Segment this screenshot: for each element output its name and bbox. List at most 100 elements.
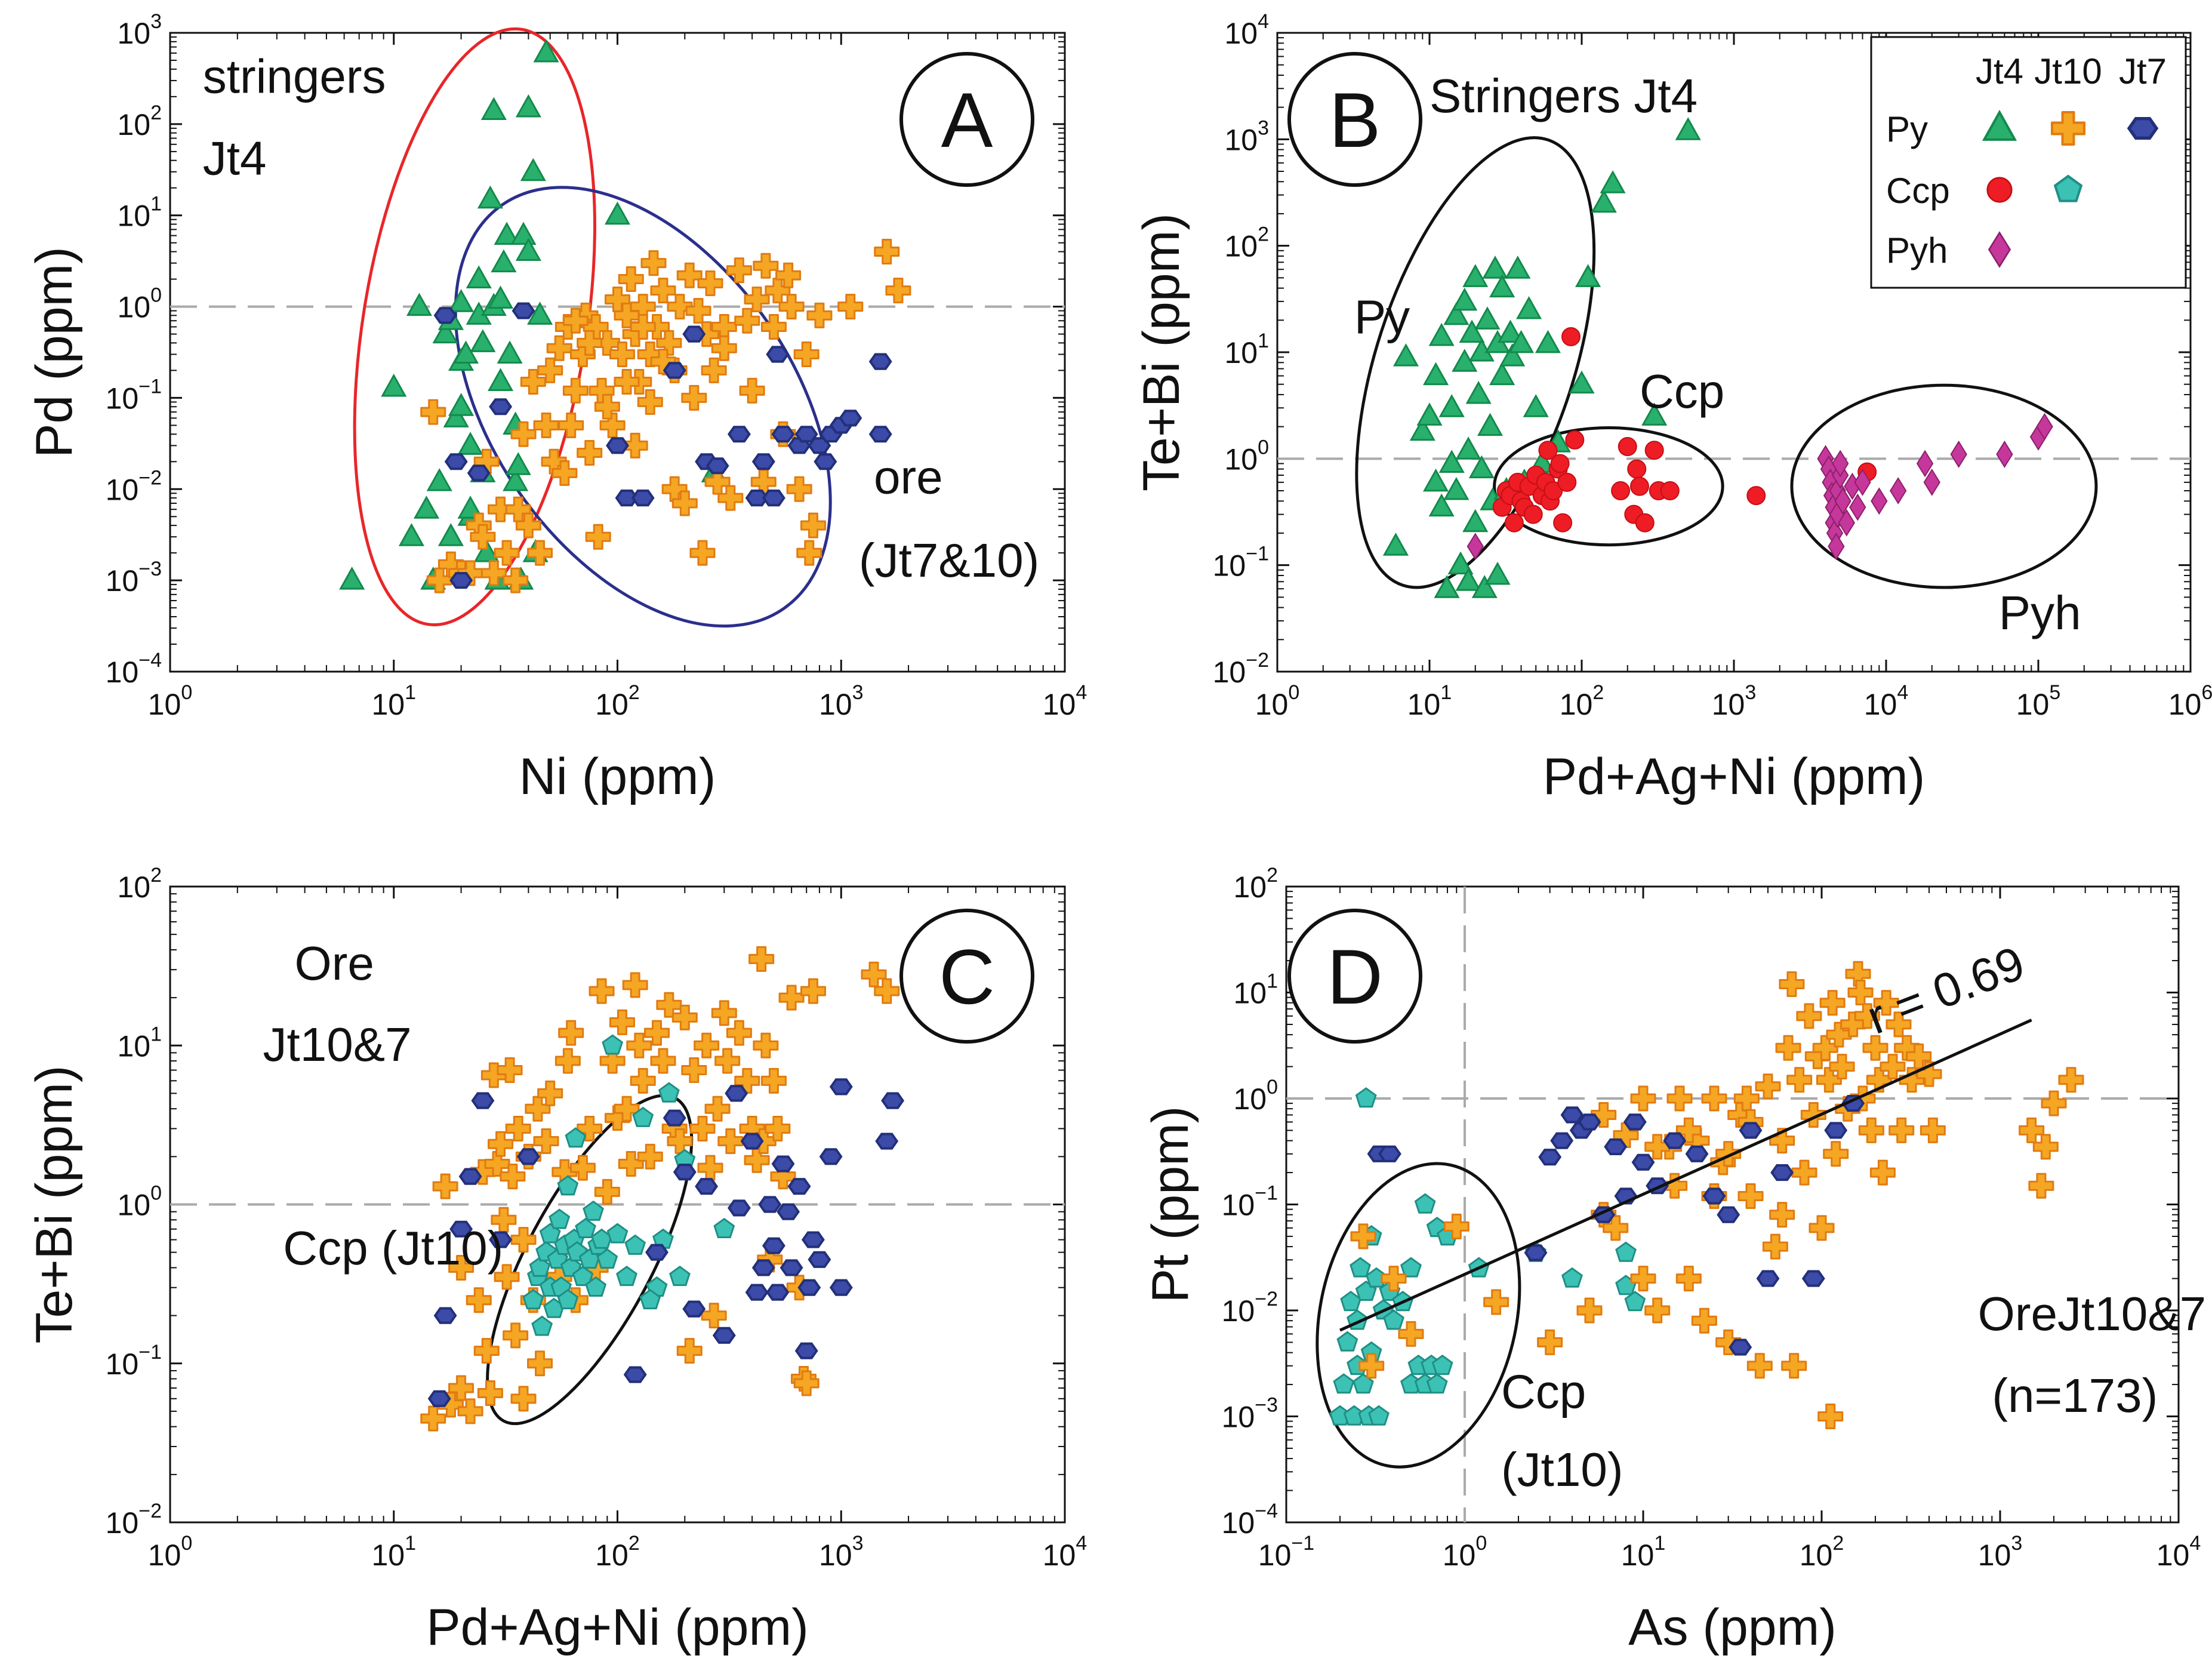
data-point [775,262,802,288]
tick-label: 103 [819,1532,864,1572]
data-point [609,1009,635,1035]
data-point [1462,509,1489,533]
data-point [1414,1193,1436,1214]
data-point [444,453,468,470]
data-point [757,1247,783,1273]
tick-base: 10 [106,473,139,506]
tick-label: 10−3 [106,558,162,598]
panel-letter-circle [899,52,1034,187]
data-point [1483,1289,1509,1315]
data-point [1829,1054,1855,1080]
data-point [1823,1141,1849,1167]
data-point [491,1207,517,1233]
tick-label: 101 [371,681,416,721]
tick-base: 10 [1224,336,1258,370]
data-point [1434,575,1460,598]
data-point [1627,459,1647,479]
data-point [494,1264,520,1290]
data-point [676,262,703,288]
legend-marker [1986,177,2013,203]
data-point [689,540,716,566]
data-point [413,496,440,519]
tick-base: 10 [106,656,139,689]
tick-base: 10 [371,1538,405,1572]
data-point [806,302,833,328]
data-point [640,250,667,276]
data-point [1489,362,1515,386]
tick-exponent: −4 [138,649,162,672]
tick-base: 10 [117,870,150,904]
data-point [480,560,507,586]
tick-base: 10 [1712,688,1745,721]
data-point [1629,476,1649,496]
tick-exponent: −2 [138,466,162,489]
data-point [510,221,537,245]
annotation: Jt10&7 [263,1018,412,1071]
data-point [1920,1117,1946,1143]
panel-letter-circle [899,909,1034,1044]
data-point [671,490,698,516]
data-point [681,384,707,411]
data-point [1916,450,1934,478]
data-point [503,468,529,491]
data-point [740,1133,764,1150]
tick-label: 102 [1560,681,1604,721]
data-point [1641,402,1668,426]
tick-label: 101 [117,193,162,233]
tick-label: 104 [2156,1532,2201,1572]
data-point [1635,513,1655,533]
legend-marker [1982,109,2017,141]
tick-label: 10−2 [106,1500,162,1540]
data-point [1762,1233,1788,1260]
data-point [770,1164,796,1190]
data-point [701,1303,727,1329]
data-point [778,984,805,1011]
tick-base: 10 [2156,1538,2190,1572]
tick-label: 101 [1407,681,1452,721]
annotation: Stringers Jt4 [1430,69,1697,122]
data-point [689,1115,716,1141]
data-point [669,1266,691,1287]
data-point [626,1032,652,1058]
data-point [1775,1035,1801,1061]
data-point [1950,441,1967,468]
data-point [639,1288,661,1310]
data-point [1358,1353,1385,1379]
data-point [1663,1132,1687,1149]
data-point [1685,1145,1709,1162]
tick-base: 10 [1258,1538,1292,1572]
tick-label: 104 [1043,681,1087,721]
data-point [1428,322,1455,346]
data-point [1630,1266,1656,1292]
data-point [494,540,520,566]
tick-label: 102 [117,864,162,904]
tick-label: 10−1 [106,1341,162,1381]
tick-exponent: 5 [2049,681,2060,704]
data-point [829,1279,853,1296]
tick-base: 10 [1222,1506,1255,1540]
data-point [505,452,531,475]
data-point [1660,481,1680,501]
data-point [1333,1373,1355,1394]
tick-exponent: 2 [629,681,640,704]
data-point [2036,413,2053,441]
data-point [533,412,559,438]
data-point [339,567,365,590]
data-point [1615,1241,1637,1262]
annotation: Jt4 [203,131,267,184]
data-point [1873,990,1899,1016]
data-point [874,239,900,265]
data-point [577,330,603,356]
tick-label: 100 [1224,436,1269,476]
data-point [1691,1307,1717,1334]
data-point [432,1173,458,1199]
data-point [606,1223,629,1244]
series-ccp-jt4 [1492,327,1877,533]
data-point [426,468,452,491]
data-point [489,398,513,416]
data-point [1715,1141,1742,1167]
data-point [537,1080,563,1106]
data-point [426,567,452,593]
data-point [771,1155,795,1173]
group-ellipse [1316,1162,1521,1469]
